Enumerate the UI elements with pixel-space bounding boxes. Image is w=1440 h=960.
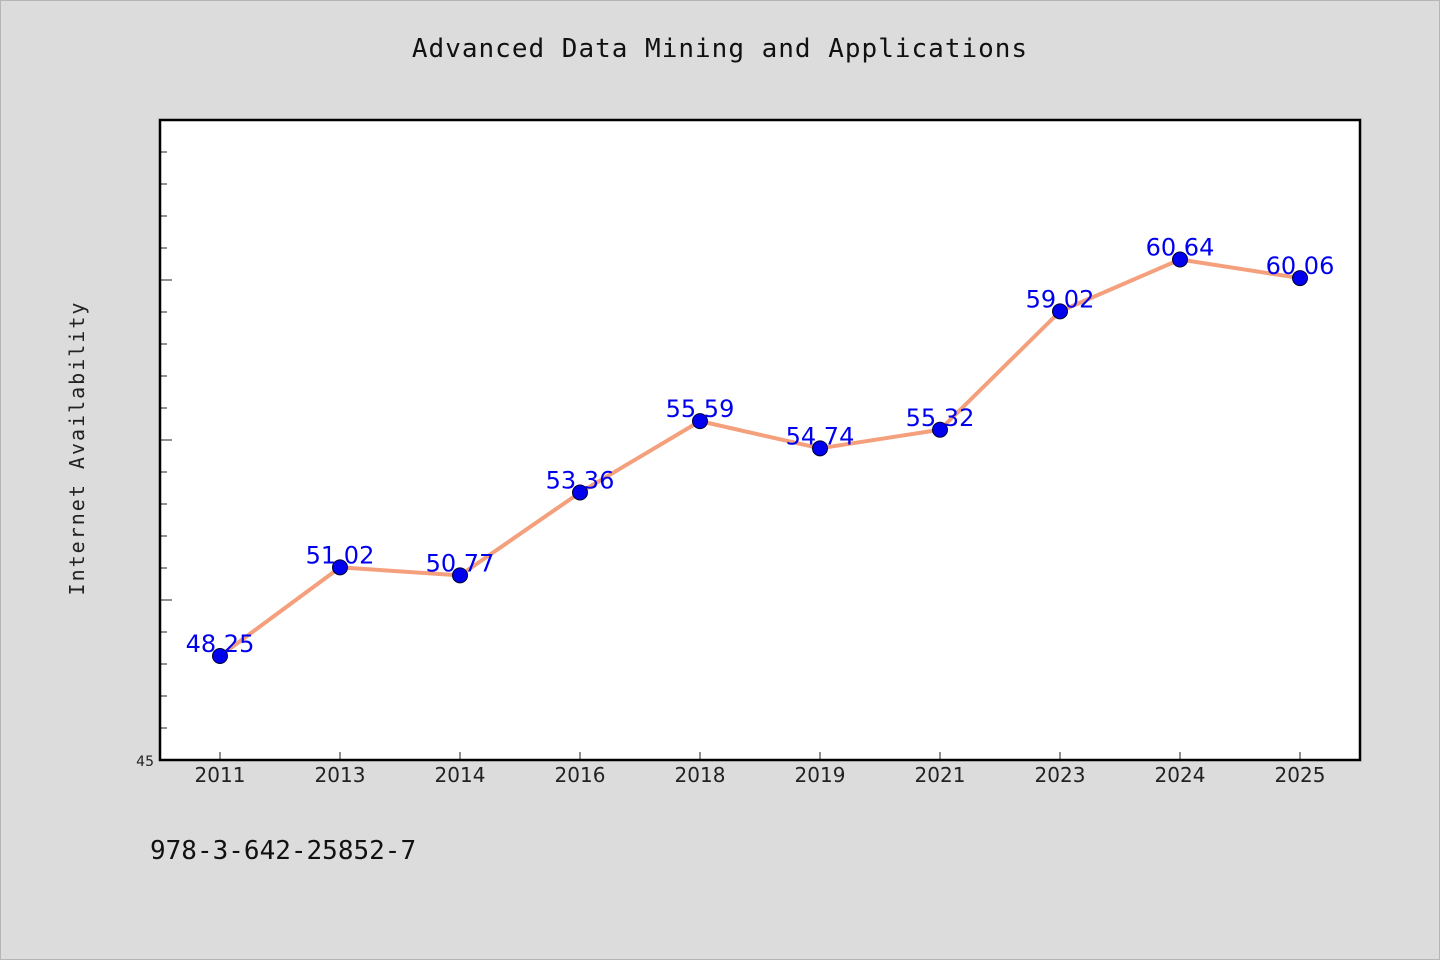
x-tick-label: 2016 — [555, 763, 606, 787]
x-tick-label: 2018 — [675, 763, 726, 787]
data-point — [1292, 270, 1308, 287]
plot-border — [158, 118, 1362, 762]
x-tick-label: 2021 — [915, 763, 966, 787]
data-label: 53.36 — [546, 466, 615, 494]
x-tick-label: 2024 — [1155, 763, 1206, 787]
data-point — [692, 413, 708, 430]
data-label: 55.59 — [666, 395, 735, 423]
x-tick-label: 2019 — [795, 763, 846, 787]
data-label: 55.32 — [906, 404, 975, 432]
data-label: 60.64 — [1146, 234, 1215, 262]
x-tick-label: 2013 — [315, 763, 366, 787]
data-label: 48.25 — [186, 630, 255, 658]
data-point — [572, 484, 588, 501]
data-label: 51.02 — [306, 541, 375, 569]
data-point — [1172, 251, 1188, 268]
data-label: 60.06 — [1266, 252, 1335, 280]
x-tick-label: 2011 — [195, 763, 246, 787]
data-label: 54.74 — [786, 422, 855, 450]
data-point — [212, 648, 228, 664]
footer-isbn: 978-3-642-25852-7 — [150, 836, 417, 866]
x-tick-label: 2025 — [1275, 763, 1326, 787]
data-point — [932, 421, 948, 438]
data-label: 50.77 — [426, 549, 495, 577]
data-point — [812, 440, 828, 457]
data-label: 59.02 — [1026, 285, 1095, 313]
plot-area — [160, 120, 1360, 760]
y-tick-label: 45 — [136, 754, 154, 770]
data-point — [1052, 303, 1068, 320]
data-point — [452, 567, 468, 584]
series-line — [218, 257, 1302, 658]
data-point — [332, 559, 348, 576]
chart-title: Advanced Data Mining and Applications — [411, 34, 1029, 64]
x-tick-label: 2014 — [435, 763, 486, 787]
x-tick-label: 2023 — [1035, 763, 1086, 787]
